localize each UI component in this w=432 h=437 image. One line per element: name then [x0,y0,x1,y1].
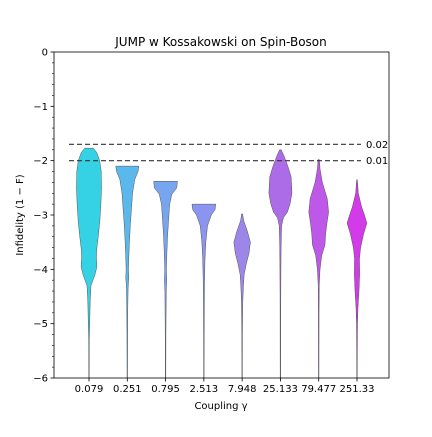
x-axis-label: Coupling γ [194,401,247,412]
x-tick-label: 0.079 [75,384,104,395]
y-tick-label: −1 [33,102,48,113]
y-axis-label: Infidelity (1 − F) [15,174,26,255]
x-tick-label: 0.251 [113,384,142,395]
y-tick-label: −6 [33,374,48,385]
violins-layer [76,147,368,379]
y-axis: 0 −1 −2 −3 −4 −5 −6 [33,48,54,385]
reference-line-label: 0.01 [366,156,388,167]
x-tick-label: 2.513 [190,384,219,395]
x-tick-label: 7.948 [228,384,257,395]
x-tick-label: 251.33 [340,384,375,395]
y-tick-label: −3 [33,211,48,222]
x-tick-label: 0.795 [151,384,180,395]
x-axis: 0.079 0.251 0.795 2.513 7.948 25.133 79.477 251… [75,378,375,395]
y-tick-label: −2 [33,156,48,167]
chart-title: JUMP w Kossakowski on Spin-Boson [114,35,326,49]
reference-line-label: 0.02 [366,140,388,151]
y-tick-label: 0 [42,48,48,59]
y-tick-label: −5 [33,319,48,330]
x-tick-label: 25.133 [263,384,298,395]
y-tick-label: −4 [33,265,48,276]
x-tick-label: 79.477 [301,384,336,395]
reference-lines-layer: 0.02 0.01 [69,140,388,167]
